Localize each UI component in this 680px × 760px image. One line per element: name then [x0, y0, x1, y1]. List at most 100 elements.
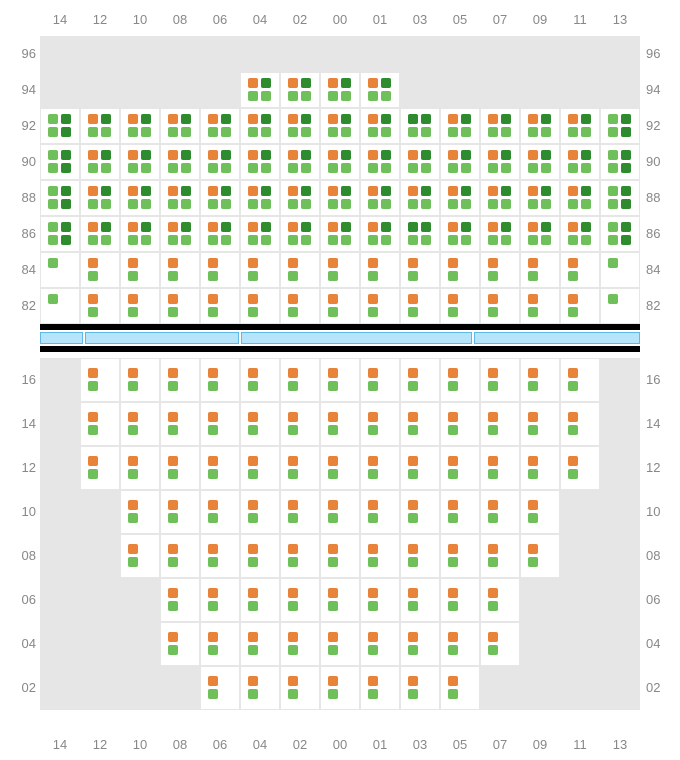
seat-square — [608, 127, 618, 137]
seat-square — [128, 222, 138, 232]
top-cell — [560, 36, 600, 72]
seat-square — [248, 588, 258, 598]
seat-square — [488, 425, 498, 435]
divider-black-top — [40, 324, 640, 330]
seat-square — [301, 91, 311, 101]
seat-square — [448, 381, 458, 391]
top-cell — [600, 36, 640, 72]
seat-square — [408, 500, 418, 510]
seat-markers — [128, 294, 152, 317]
seat-markers — [408, 500, 432, 523]
seat-square — [368, 258, 378, 268]
seat-square — [528, 271, 538, 281]
seat-square — [528, 469, 538, 479]
bot-cell — [40, 490, 80, 534]
top-cell — [400, 72, 440, 108]
bot-row-label-left: 06 — [6, 592, 36, 607]
seat-markers — [568, 186, 592, 209]
seat-square — [128, 425, 138, 435]
seat-markers — [208, 676, 232, 699]
seat-square — [88, 127, 98, 137]
seat-square — [528, 425, 538, 435]
seat-square — [368, 199, 378, 209]
seat-square — [488, 381, 498, 391]
seat-square — [501, 235, 511, 245]
stage-segment — [40, 332, 83, 344]
seat-markers — [208, 456, 232, 479]
seat-square — [368, 91, 378, 101]
seat-markers — [288, 544, 312, 567]
seat-markers — [408, 588, 432, 611]
seat-square — [261, 222, 271, 232]
seat-square — [568, 456, 578, 466]
seat-square — [208, 235, 218, 245]
seat-square — [221, 199, 231, 209]
seat-square — [181, 186, 191, 196]
seat-square — [128, 199, 138, 209]
seat-square — [408, 557, 418, 567]
seat-square — [328, 425, 338, 435]
seat-square — [208, 222, 218, 232]
seat-square — [328, 294, 338, 304]
seat-markers — [288, 78, 312, 101]
top-row-label-right: 84 — [646, 262, 676, 277]
seat-markers — [208, 500, 232, 523]
seat-markers — [368, 544, 392, 567]
seat-square — [528, 127, 538, 137]
col-label-bottom: 02 — [280, 737, 320, 752]
bot-cell — [560, 490, 600, 534]
seat-markers — [328, 186, 352, 209]
seat-markers — [608, 150, 632, 173]
seat-markers — [448, 186, 472, 209]
seat-markers — [488, 368, 512, 391]
seat-markers — [248, 258, 272, 281]
seat-square — [528, 186, 538, 196]
seat-square — [248, 632, 258, 642]
seat-square — [208, 676, 218, 686]
seat-square — [328, 645, 338, 655]
seat-square — [128, 150, 138, 160]
seat-square — [288, 500, 298, 510]
seat-square — [568, 368, 578, 378]
seat-square — [488, 645, 498, 655]
seat-square — [168, 469, 178, 479]
seat-square — [168, 186, 178, 196]
seat-markers — [248, 150, 272, 173]
seat-square — [248, 676, 258, 686]
seat-markers — [128, 368, 152, 391]
seat-square — [581, 186, 591, 196]
seat-markers — [88, 150, 112, 173]
seat-markers — [408, 632, 432, 655]
seat-square — [541, 199, 551, 209]
seat-square — [88, 186, 98, 196]
seat-square — [128, 186, 138, 196]
seat-square — [621, 127, 631, 137]
seat-markers — [128, 222, 152, 245]
seat-square — [208, 412, 218, 422]
seat-square — [421, 222, 431, 232]
seat-square — [461, 150, 471, 160]
seat-markers — [168, 186, 192, 209]
col-label-bottom: 04 — [240, 737, 280, 752]
seat-square — [408, 588, 418, 598]
seat-square — [368, 186, 378, 196]
seat-square — [208, 199, 218, 209]
seat-square — [448, 412, 458, 422]
seat-square — [528, 163, 538, 173]
seat-markers — [488, 632, 512, 655]
seat-square — [368, 469, 378, 479]
seat-square — [61, 114, 71, 124]
seat-square — [168, 588, 178, 598]
seat-square — [301, 186, 311, 196]
seat-square — [288, 294, 298, 304]
seat-markers — [448, 588, 472, 611]
seat-square — [288, 222, 298, 232]
col-label-bottom: 01 — [360, 737, 400, 752]
seat-square — [528, 199, 538, 209]
top-row-label-left: 90 — [6, 154, 36, 169]
seat-markers — [328, 456, 352, 479]
seat-square — [448, 368, 458, 378]
seat-square — [301, 235, 311, 245]
seat-markers — [248, 544, 272, 567]
seat-square — [408, 258, 418, 268]
